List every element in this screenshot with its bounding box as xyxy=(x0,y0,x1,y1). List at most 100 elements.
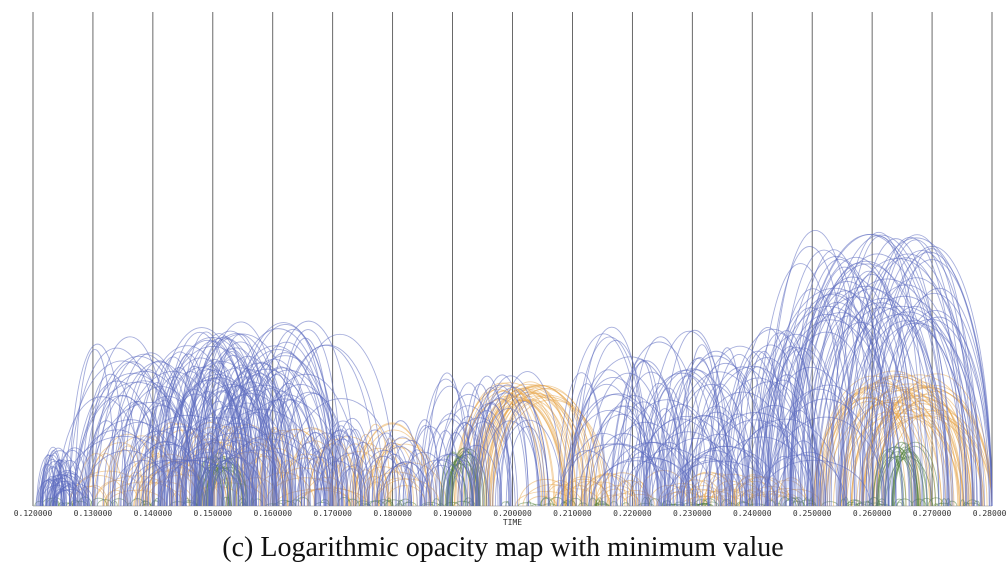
arc xyxy=(645,408,684,507)
arc xyxy=(764,313,890,507)
arc xyxy=(830,231,928,507)
grid-lines xyxy=(32,12,993,507)
arc xyxy=(789,249,879,507)
arc-plot: 0.120000 0.130000 0.140000 0.150000 0.160000… xyxy=(14,12,1006,527)
arc xyxy=(839,320,974,507)
arc xyxy=(357,449,413,507)
arc xyxy=(160,393,231,507)
arc xyxy=(147,327,256,507)
arc xyxy=(741,350,787,507)
x-tick-label: 0.120000 xyxy=(14,509,53,518)
arc xyxy=(627,336,695,507)
arc xyxy=(333,428,366,507)
arc xyxy=(786,301,889,507)
arc xyxy=(800,266,889,507)
arc xyxy=(434,405,503,507)
arc xyxy=(571,336,649,507)
arc xyxy=(251,373,302,507)
arc xyxy=(747,332,812,507)
arc xyxy=(479,420,541,507)
arc xyxy=(384,499,403,507)
arc xyxy=(419,378,473,507)
x-axis-label: TIME xyxy=(503,518,522,527)
arc xyxy=(381,461,431,507)
arc xyxy=(861,305,969,507)
arc xyxy=(220,433,326,507)
x-tick-label: 0.210000 xyxy=(553,509,592,518)
x-tick-label: 0.230000 xyxy=(673,509,712,518)
x-tick-label: 0.170000 xyxy=(313,509,352,518)
x-tick-label: 0.250000 xyxy=(793,509,832,518)
arc xyxy=(789,263,946,507)
arc xyxy=(340,464,370,507)
arc xyxy=(195,321,287,507)
arc xyxy=(891,446,919,507)
arc xyxy=(159,331,240,507)
arc xyxy=(660,329,730,507)
x-tick-label: 0.270000 xyxy=(913,509,952,518)
x-tick-label: 0.130000 xyxy=(74,509,113,518)
arc xyxy=(214,364,270,507)
arc xyxy=(72,381,200,507)
x-axis-ticks: 0.120000 0.130000 0.140000 0.150000 0.160000… xyxy=(14,509,1006,518)
arc xyxy=(843,387,963,507)
arc xyxy=(872,246,993,507)
arc xyxy=(776,292,892,507)
arc xyxy=(862,415,993,507)
arc xyxy=(578,502,588,507)
arc xyxy=(500,401,549,507)
arc xyxy=(69,343,127,507)
arc xyxy=(861,234,973,507)
arc xyxy=(320,438,366,507)
arc xyxy=(865,239,967,507)
arc xyxy=(314,435,362,507)
arc xyxy=(270,344,385,507)
arc xyxy=(226,374,284,507)
arc xyxy=(170,337,277,507)
arc xyxy=(550,488,601,507)
arc xyxy=(176,331,236,507)
arc xyxy=(476,375,546,507)
arc xyxy=(791,285,940,507)
arc xyxy=(183,390,264,507)
arc xyxy=(362,503,372,507)
arc xyxy=(586,473,628,507)
arc xyxy=(107,361,210,507)
arc xyxy=(865,319,964,507)
arc xyxy=(933,503,939,507)
arc xyxy=(757,459,871,507)
arc xyxy=(81,373,140,507)
arc xyxy=(581,340,651,507)
arc xyxy=(844,238,947,507)
x-tick-label: 0.160000 xyxy=(253,509,292,518)
arc xyxy=(118,430,200,507)
arc xyxy=(558,476,610,507)
arc xyxy=(840,237,993,507)
arc xyxy=(50,488,72,507)
arc xyxy=(648,387,690,507)
figure-caption: (c) Logarithmic opacity map with minimum… xyxy=(222,532,784,563)
arc xyxy=(402,449,432,507)
arc xyxy=(111,445,144,507)
arc xyxy=(331,417,374,507)
arc xyxy=(568,497,583,507)
arc xyxy=(472,392,539,507)
arc xyxy=(815,306,949,507)
arc xyxy=(484,385,595,507)
arc xyxy=(827,295,982,507)
arc xyxy=(41,446,65,507)
blue-arc-group xyxy=(419,370,563,507)
blue-arc-group xyxy=(147,320,401,507)
arc xyxy=(192,391,253,507)
arc xyxy=(36,454,62,507)
arc xyxy=(863,386,993,507)
arc xyxy=(176,384,287,507)
arc xyxy=(207,369,297,507)
arc xyxy=(152,366,250,507)
arc xyxy=(825,270,913,507)
arc xyxy=(325,425,357,507)
arc xyxy=(594,499,602,507)
arc xyxy=(694,366,791,507)
arc xyxy=(209,333,271,507)
arc xyxy=(701,419,808,507)
